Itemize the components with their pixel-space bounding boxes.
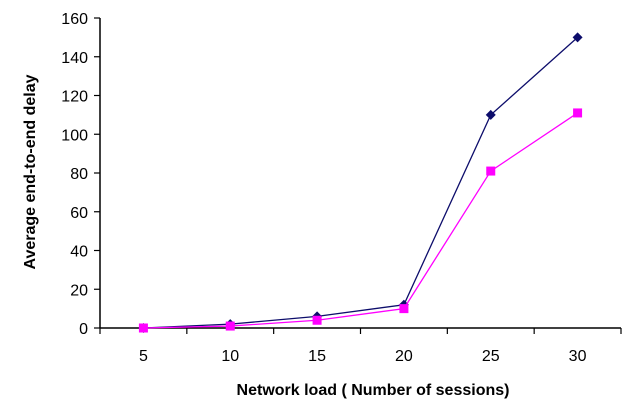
y-tick-label: 20 (70, 282, 88, 299)
y-tick-label: 0 (79, 321, 88, 338)
y-tick-label: 60 (70, 205, 88, 222)
series-group (138, 32, 583, 333)
series-2-point (486, 166, 496, 176)
x-tick-label: 15 (308, 348, 326, 365)
y-axis-title: Average end-to-end delay (22, 74, 39, 269)
labels: Network load ( Number of sessions) Avera… (22, 74, 509, 399)
x-tick-label: 20 (395, 348, 413, 365)
y-tick-label: 160 (61, 11, 88, 28)
y-tick-label: 120 (61, 89, 88, 106)
y-tick-label: 80 (70, 166, 88, 183)
series-2-point (573, 108, 583, 118)
series-2-point (312, 315, 322, 325)
axes: 0 20 40 60 80 100 120 140 160 5 10 15 20 25 30 (61, 11, 622, 365)
x-axis-title: Network load ( Number of sessions) (237, 382, 510, 399)
series-1-point (572, 32, 583, 43)
y-tick-label: 100 (61, 127, 88, 144)
x-tick-label: 5 (139, 348, 148, 365)
y-tick-label: 40 (70, 244, 88, 261)
series-1-line (143, 36, 579, 329)
series-2 (138, 108, 583, 333)
series-2-point (399, 304, 409, 314)
series-2-point (138, 323, 148, 333)
x-tick-label: 30 (569, 348, 587, 365)
series-2-line (143, 112, 578, 329)
y-tick-label: 140 (61, 50, 88, 67)
series-1-point (485, 109, 496, 120)
x-tick-label: 25 (482, 348, 500, 365)
x-tick-label: 10 (221, 348, 239, 365)
series-1 (138, 32, 583, 333)
series-2-point (225, 321, 235, 331)
